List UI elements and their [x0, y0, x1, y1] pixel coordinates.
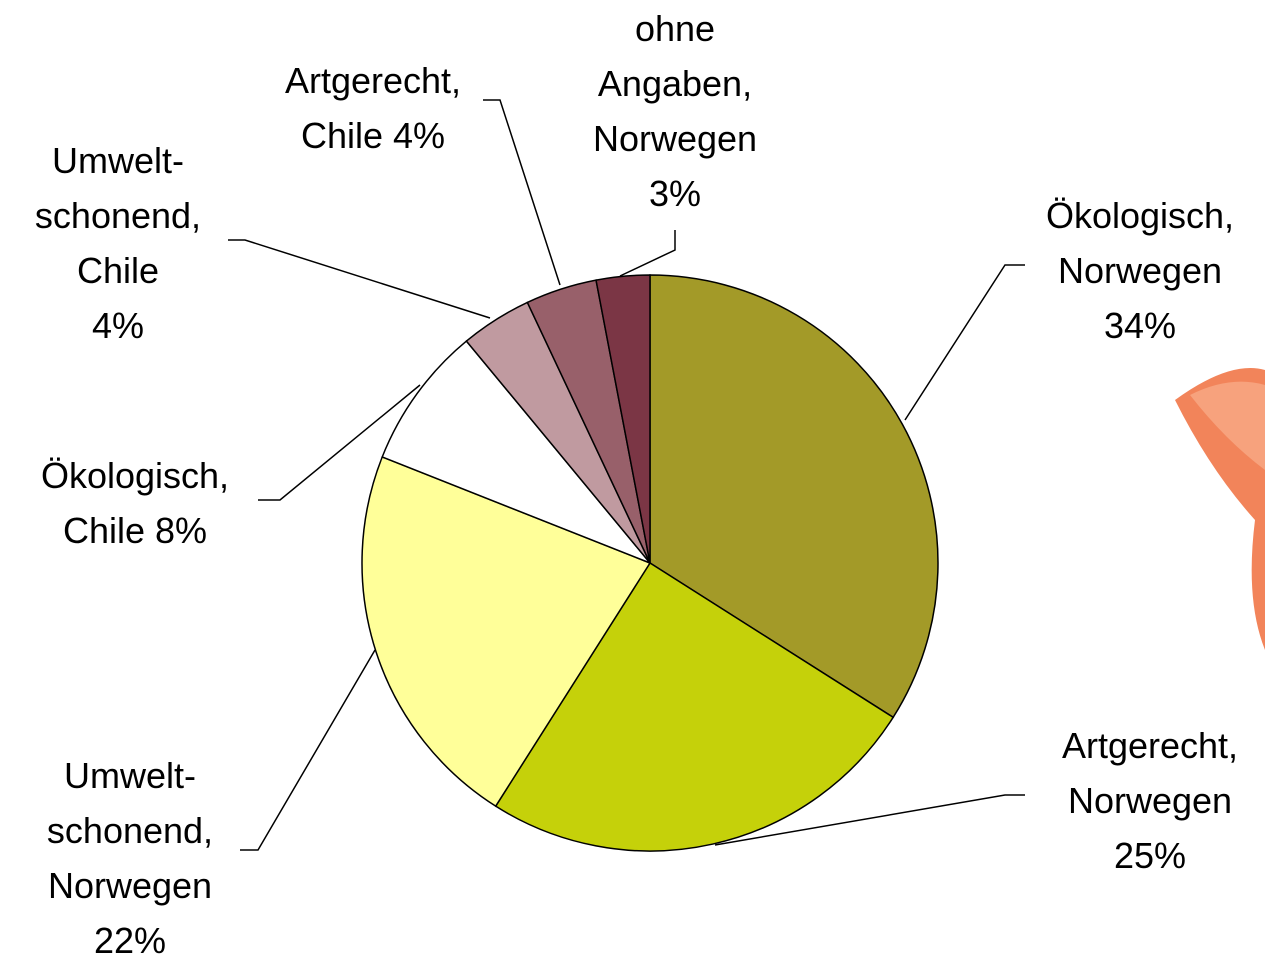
category-label: Ökologisch, Norwegen — [1046, 195, 1234, 291]
value-label: 3% — [575, 166, 775, 221]
value-label: 34% — [1015, 298, 1265, 353]
category-label: Umwelt-schonend, Chile — [35, 140, 201, 291]
slice-label: Ökologisch, Chile 8% — [10, 448, 260, 558]
category-label: Artgerecht, Norwegen — [1062, 725, 1238, 821]
page: (() => { const data = JSON.parse(documen… — [0, 0, 1265, 957]
slice-label: Artgerecht, Chile 4% — [263, 53, 483, 163]
category-label: Umwelt-schonend, Norwegen — [47, 755, 213, 906]
leader-line — [228, 240, 490, 318]
slice-label: ohne Angaben, Norwegen 3% — [575, 1, 775, 221]
slice-label: Ökologisch, Norwegen 34% — [1015, 188, 1265, 353]
category-label: ohne Angaben, Norwegen — [593, 8, 757, 159]
leader-line — [240, 650, 375, 850]
value-label: 25% — [1025, 828, 1265, 883]
leader-line — [620, 230, 675, 276]
value-label: 8% — [155, 510, 207, 551]
slice-label: Artgerecht, Norwegen 25% — [1025, 718, 1265, 883]
value-label: 4% — [393, 115, 445, 156]
value-label: 22% — [20, 913, 240, 968]
leader-line — [905, 265, 1025, 420]
slice-label: Umwelt-schonend, Chile 4% — [8, 133, 228, 353]
leader-line — [483, 100, 560, 285]
value-label: 4% — [8, 298, 228, 353]
slice-label: Umwelt-schonend, Norwegen 22% — [20, 748, 240, 968]
